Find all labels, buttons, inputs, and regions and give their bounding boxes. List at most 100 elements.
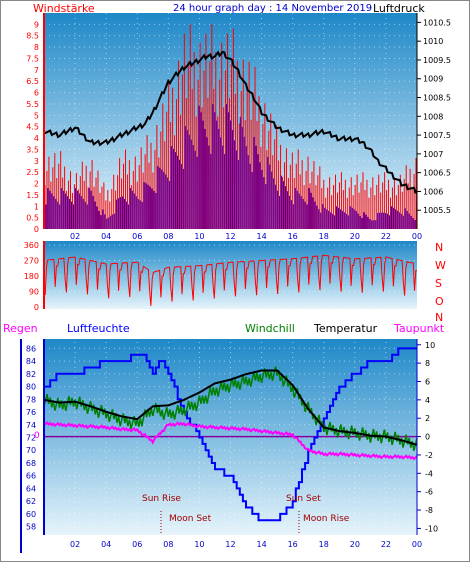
panel3-right-tick: 6 — [425, 377, 430, 386]
panel1-left-tick: 5 — [34, 111, 39, 120]
panel3-left-tick: 82 — [26, 370, 36, 379]
panel1-right-tick: 1007 — [423, 150, 443, 159]
panel3-left-tick: 86 — [26, 344, 36, 353]
panel1-left-tick: 3 — [34, 157, 39, 166]
panel1-left-tick: 5.5 — [26, 100, 39, 109]
legend-temperatur: Temperatur — [313, 322, 378, 335]
windchill-line — [43, 366, 418, 451]
panel3-x-tick: 00 — [412, 540, 422, 549]
zero-line-label: 0 — [34, 431, 40, 441]
panel3-right-tick: -10 — [425, 524, 438, 533]
panel3-x-tick: 16 — [288, 540, 298, 549]
panel1-labels: 00.511.522.533.544.555.566.577.588.59100… — [26, 18, 451, 241]
panel1-x-tick: 20 — [350, 232, 360, 241]
legend-regen: Regen — [3, 322, 38, 335]
panel1-right-tick: 1009 — [423, 75, 443, 84]
panel2-y-tick: 180 — [24, 272, 39, 281]
panel1-right-tick: 1006 — [423, 187, 443, 196]
panel3-left-tick: 70 — [26, 446, 36, 455]
header-right-label: Luftdruck — [373, 2, 425, 15]
panel1-left-tick: 1.5 — [26, 191, 39, 200]
panel1-left-tick: 6.5 — [26, 77, 39, 86]
annotation-moon-set: Moon Set — [169, 514, 212, 524]
panel3-x-tick: 08 — [163, 540, 173, 549]
panel1-left-tick: 4 — [34, 134, 39, 143]
panel1-left-tick: 8.5 — [26, 32, 39, 41]
dewpoint-line — [43, 421, 418, 461]
legend-taupunkt: Taupunkt — [393, 322, 445, 335]
panel3-x-tick: 10 — [194, 540, 204, 549]
panel1-x-tick: 06 — [132, 232, 142, 241]
panel2-y-tick: 270 — [24, 257, 39, 266]
panel1-x-tick: 14 — [256, 232, 266, 241]
panel3-x-tick: 20 — [350, 540, 360, 549]
panel3-right-tick: 8 — [425, 359, 430, 368]
panel3-marks — [43, 347, 418, 522]
panel1-left-tick: 9 — [34, 20, 39, 29]
panel2-labels: 360 270 180 90 0 — [24, 241, 39, 312]
panel1-right-tick: 1006.5 — [423, 169, 451, 178]
panel3-x-tick: 04 — [101, 540, 111, 549]
panel1-x-tick: 22 — [381, 232, 391, 241]
panel1-right-tick: 1005.5 — [423, 206, 451, 215]
annotation-sun-rise: Sun Rise — [142, 494, 181, 504]
panel1-left-tick: 6 — [34, 89, 39, 98]
panel1-right-tick: 1009.5 — [423, 56, 451, 65]
panel3-left-tick: 72 — [26, 434, 36, 443]
panel1-x-tick: 12 — [225, 232, 235, 241]
direction-label-w: W — [435, 259, 446, 272]
panel3-right-tick: -6 — [425, 488, 433, 497]
panel1-right-tick: 1008.5 — [423, 94, 451, 103]
panel3-left-tick: 64 — [26, 484, 36, 493]
panel3-left-tick: 76 — [26, 408, 36, 417]
panel3-x-tick: 06 — [132, 540, 142, 549]
panel3-right-tick: -2 — [425, 451, 433, 460]
panel1-x-tick: 18 — [319, 232, 329, 241]
panel3-left-tick: 80 — [26, 383, 36, 392]
panel1-right-tick: 1010.5 — [423, 18, 451, 27]
panel1-left-tick: 3.5 — [26, 145, 39, 154]
panel2-marks — [43, 254, 418, 306]
direction-label-n1: N — [435, 241, 443, 254]
panel3-x-tick: 22 — [381, 540, 391, 549]
panel1-marks — [43, 24, 418, 229]
panel1-right-tick: 1007.5 — [423, 131, 451, 140]
direction-label-o: O — [435, 295, 444, 308]
legend-luftfeuchte: Luftfeuchte — [67, 322, 130, 335]
panel1-x-tick: 04 — [101, 232, 111, 241]
panel2-y-tick: 90 — [29, 288, 39, 297]
panel3-left-tick: 60 — [26, 510, 36, 519]
panel2-y-tick: 0 — [34, 303, 39, 312]
panel1-x-tick: 16 — [288, 232, 298, 241]
panel3-left-tick: 84 — [26, 357, 36, 366]
header-left-label: Windstärke — [33, 2, 95, 15]
panel3-right-tick: 10 — [425, 341, 435, 350]
panel3-right-tick: 2 — [425, 414, 430, 423]
wind-direction-line — [43, 254, 418, 306]
panel3-x-tick: 14 — [256, 540, 266, 549]
panel1-x-tick: 00 — [412, 232, 422, 241]
panel1-x-tick: 02 — [70, 232, 80, 241]
panel3-right-tick: -4 — [425, 469, 433, 478]
direction-label-s: S — [435, 277, 442, 290]
panel3-right-tick: -8 — [425, 506, 433, 515]
annotation-moon-rise: Moon Rise — [303, 514, 350, 524]
panel3-left-tick: 66 — [26, 472, 36, 481]
panel1-x-tick: 08 — [163, 232, 173, 241]
panel3-left-tick: 62 — [26, 497, 36, 506]
panel3-x-tick: 12 — [225, 540, 235, 549]
panel3-left-tick: 58 — [26, 523, 36, 532]
panel3-left-tick: 68 — [26, 459, 36, 468]
panel1-left-tick: 0.5 — [26, 214, 39, 223]
panel1-left-tick: 1 — [34, 202, 39, 211]
panel3-right-tick: 4 — [425, 396, 430, 405]
panel3-left-tick: 78 — [26, 395, 36, 404]
panel1-x-tick: 10 — [194, 232, 204, 241]
panel2-background — [44, 241, 417, 309]
chart-title: 24 hour graph day : 14 November 2019 — [173, 3, 372, 14]
panel3-labels: 586062646668707274767880828486-10-8-6-4-… — [26, 341, 438, 549]
legend-windchill: Windchill — [245, 322, 295, 335]
panel1-left-tick: 2 — [34, 180, 39, 189]
panel1-left-tick: 4.5 — [26, 123, 39, 132]
